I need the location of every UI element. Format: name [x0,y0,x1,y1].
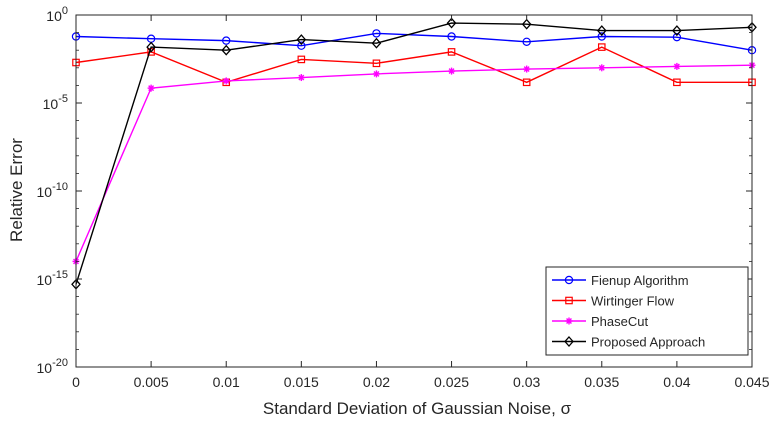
series-line-phasecut [75,64,753,262]
data-point-proposed-approach-1 [146,41,156,53]
data-point-phasecut-7 [598,64,606,72]
x-tick-label: 0.03 [513,374,540,390]
legend-label: Proposed Approach [591,335,705,350]
data-point-proposed-approach-2 [221,44,232,56]
data-point-fienup-algorithm-7 [597,32,606,41]
data-point-proposed-approach-8 [672,25,682,37]
data-point-wirtinger-flow-8 [673,78,681,87]
legend-marker-fienup-algorithm [564,275,574,285]
series-layer [71,17,757,290]
legend: Fienup Algorithm Wirtinger Flow PhaseCut Pr… [545,266,749,356]
x-tick-label: 0.015 [284,374,319,390]
data-point-wirtinger-flow-4 [372,59,381,68]
y-tick-label: 100 [46,5,68,24]
legend-item-wirtinger-flow: Wirtinger Flow [552,294,675,309]
data-point-fienup-algorithm-3 [297,41,306,50]
data-point-phasecut-6 [523,65,531,73]
data-point-fienup-algorithm-4 [372,29,381,38]
data-point-proposed-approach-7 [596,25,607,37]
data-point-wirtinger-flow-5 [447,48,456,56]
data-point-proposed-approach-4 [371,37,382,49]
x-tick-label: 0.02 [363,374,390,390]
legend-marker-wirtinger-flow [565,296,573,305]
legend-item-fienup-algorithm: Fienup Algorithm [552,273,689,288]
y-tick-label: 10-10 [37,181,68,200]
x-tick-label: 0 [72,374,80,390]
legend-label: Wirtinger Flow [591,294,675,309]
data-point-phasecut-8 [673,62,681,70]
x-tick-label: 0.005 [134,374,169,390]
legend-item-phasecut: PhaseCut [552,314,648,329]
y-tick-label: 10-5 [43,93,68,112]
x-tick-label: 0.01 [213,374,240,390]
data-point-fienup-algorithm-8 [672,32,682,42]
x-tick-label: 0.035 [584,374,619,390]
data-point-proposed-approach-5 [446,17,457,29]
x-axis-label: Standard Deviation of Gaussian Noise, σ [263,399,572,418]
series-line-fienup-algorithm [75,32,753,51]
data-point-phasecut-4 [372,70,380,78]
x-tick-label: 0.04 [663,374,690,390]
axes: 0 0.005 0.01 0.015 0.02 0.025 0.03 0.035 0.04 0.0… [37,5,770,390]
data-point-phasecut-5 [448,67,456,75]
x-tick-label: 0.025 [434,374,469,390]
y-tick-label: 10-20 [37,357,68,376]
data-point-fienup-algorithm-5 [447,32,456,41]
data-point-phasecut-2 [222,77,230,85]
legend-marker-proposed-approach [564,336,574,347]
data-point-proposed-approach-6 [521,18,532,30]
legend-marker-phasecut [565,317,573,325]
series-phasecut [72,61,756,265]
y-axis-label: Relative Error [7,138,26,242]
data-point-phasecut-1 [147,84,155,92]
data-point-proposed-approach-3 [296,34,307,46]
data-point-phasecut-3 [297,74,305,82]
series-line-wirtinger-flow [75,46,752,84]
data-point-wirtinger-flow-6 [522,78,531,87]
legend-label: Fienup Algorithm [591,273,689,288]
data-point-fienup-algorithm-6 [522,37,531,47]
legend-box [545,266,749,356]
data-point-fienup-algorithm-2 [222,36,231,45]
data-point-wirtinger-flow-7 [597,43,606,51]
series-line-proposed-approach [75,22,753,285]
legend-item-proposed-approach: Proposed Approach [552,335,705,350]
data-point-wirtinger-flow-3 [297,55,306,64]
legend-label: PhaseCut [591,314,648,329]
x-tick-label: 0.045 [734,374,769,390]
y-tick-label: 10-15 [37,269,68,288]
